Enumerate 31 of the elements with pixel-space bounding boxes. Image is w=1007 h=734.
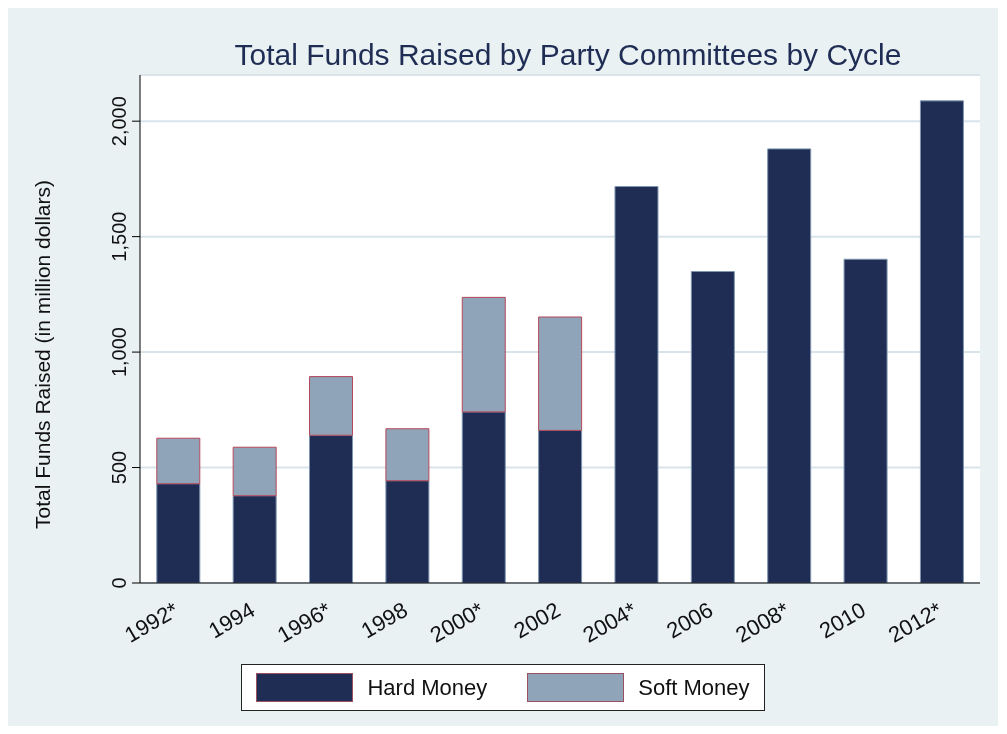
x-tick-label: 1994: [204, 597, 260, 644]
bar: [232, 446, 277, 497]
bar: [767, 148, 812, 583]
bar: [309, 434, 354, 583]
bar: [538, 429, 583, 583]
bar: [309, 376, 354, 436]
bar: [385, 428, 430, 482]
bar: [614, 186, 659, 583]
x-tick-label: 1998: [356, 597, 412, 644]
y-tick-label: 2,000: [108, 96, 130, 147]
x-tick-label: 2002: [509, 597, 565, 644]
legend-label: Hard Money: [367, 674, 488, 701]
chart-title: Total Funds Raised by Party Committees by Cycle: [233, 38, 903, 72]
bar: [919, 100, 964, 583]
bar: [538, 316, 583, 431]
bar: [156, 483, 201, 583]
y-tick-label: 500: [108, 450, 130, 485]
legend-label: Soft Money: [638, 674, 750, 701]
bar: [156, 437, 201, 485]
bar: [843, 258, 888, 583]
y-tick-label: 0: [108, 577, 130, 589]
bar: [461, 411, 506, 583]
x-tick-label: 2006: [662, 597, 718, 644]
bar: [690, 271, 735, 583]
bar: [461, 296, 506, 413]
y-tick-label: 1,500: [108, 211, 130, 262]
y-tick-label: 1,000: [108, 327, 130, 378]
bar: [232, 495, 277, 583]
y-axis-title: Total Funds Raised (in million dollars): [31, 180, 55, 529]
bar: [385, 480, 430, 583]
x-tick-label: 2010: [815, 597, 870, 644]
